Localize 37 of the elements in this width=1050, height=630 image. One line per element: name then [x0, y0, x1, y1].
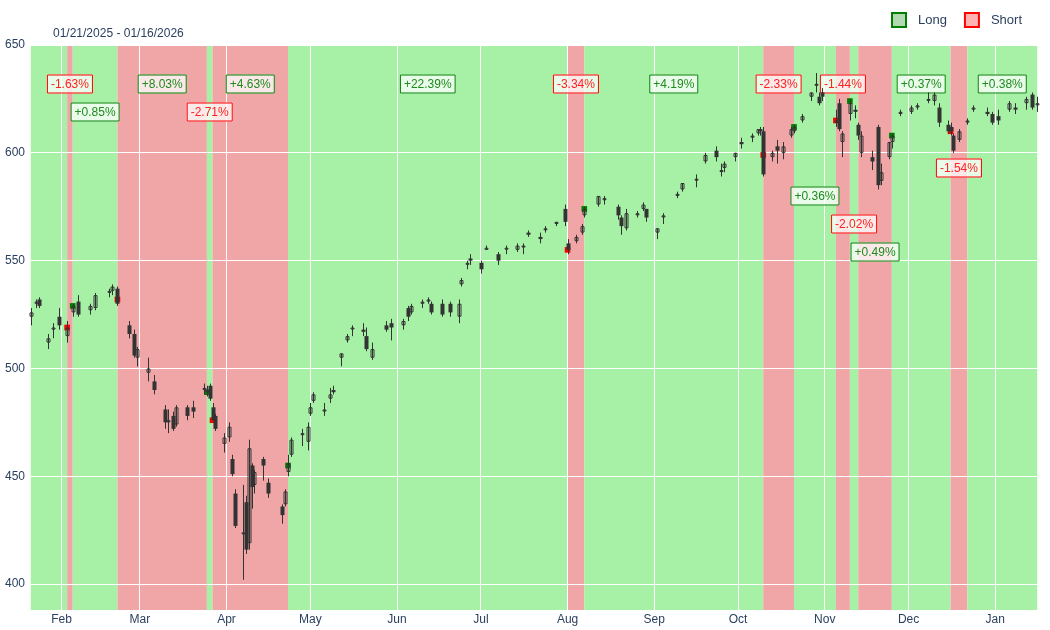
x-tick-label: Jul	[473, 611, 489, 626]
band-label: +0.36%	[794, 188, 836, 203]
x-tick-label: Aug	[556, 611, 579, 626]
band-label: +22.39%	[403, 76, 452, 91]
x-tick-label: Apr	[217, 611, 236, 626]
chart-subtitle: 01/21/2025 - 01/16/2026	[53, 26, 185, 40]
x-tick-label: Feb	[51, 611, 73, 626]
band-label: +8.03%	[141, 76, 184, 91]
band-label: +4.19%	[653, 76, 695, 91]
band-label: -2.02%	[835, 216, 874, 231]
y-tick-label: 600	[4, 145, 26, 160]
band-label: -1.54%	[939, 160, 979, 175]
y-tick-label: 550	[4, 252, 26, 267]
legend-label: Short	[990, 11, 1023, 27]
x-tick-label: Oct	[728, 611, 749, 626]
band-label: -1.63%	[50, 76, 90, 91]
band-label: +0.37%	[900, 76, 943, 91]
x-tick-label: Jun	[387, 611, 407, 626]
band-label: +0.38%	[981, 76, 1024, 91]
band-label: -1.44%	[823, 76, 863, 91]
y-tick-label: 450	[4, 468, 26, 483]
band-label: +4.63%	[229, 76, 272, 91]
band-label: -3.34%	[556, 76, 596, 91]
band-label: -2.71%	[190, 104, 230, 119]
x-tick-label: Jan	[985, 611, 1005, 626]
x-tick-label: May	[299, 611, 322, 626]
band-label: -2.33%	[759, 76, 798, 91]
y-tick-label: 650	[4, 37, 26, 52]
x-tick-label: Sep	[643, 611, 666, 626]
y-tick-label: 400	[4, 576, 26, 591]
x-tick-label: Nov	[814, 611, 836, 626]
band-label: +0.85%	[74, 104, 116, 119]
band-label: +0.49%	[854, 244, 896, 259]
x-tick-label: Dec	[897, 611, 920, 626]
x-tick-label: Mar	[129, 611, 151, 626]
legend-label: Long	[918, 11, 947, 27]
y-tick-label: 500	[4, 360, 26, 375]
